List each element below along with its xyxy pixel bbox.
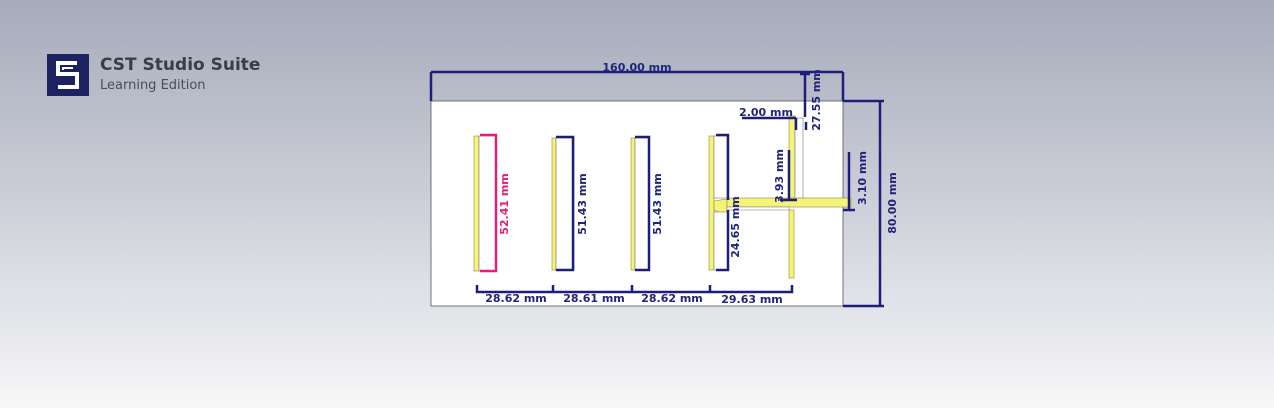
dim-strip3-length: 51.43 mm (651, 173, 664, 235)
dim-strip1-length: 52.41 mm (498, 173, 511, 235)
dim-stub-length: 24.65 mm (729, 196, 742, 258)
driven-element[interactable] (708, 115, 852, 279)
dim-spacing-4: 29.63 mm (721, 293, 783, 306)
app-title: CST Studio Suite (100, 55, 261, 75)
dim-top-gap: 27.55 mm (810, 69, 823, 131)
dim-feed-offset: 3.10 mm (856, 151, 869, 205)
dim-spacing-1: 28.62 mm (485, 292, 547, 305)
dim-total-width: 160.00 mm (602, 61, 671, 74)
dimension-lines (429, 70, 884, 308)
dim-strip2-length: 51.43 mm (576, 173, 589, 235)
dim-spacing-2: 28.61 mm (563, 292, 625, 305)
app-edition: Learning Edition (100, 78, 206, 93)
dim-total-height: 80.00 mm (886, 172, 899, 234)
cst-logo-icon (47, 54, 89, 96)
dim-stub-gap: 3.93 mm (773, 149, 786, 203)
dim-spacing-3: 28.62 mm (641, 292, 703, 305)
dipole-strip-2[interactable] (551, 137, 575, 271)
dipole-strip-3[interactable] (630, 137, 650, 271)
dipole-strip-1[interactable] (473, 135, 497, 272)
dim-feed-width: 2.00 mm (739, 106, 793, 119)
